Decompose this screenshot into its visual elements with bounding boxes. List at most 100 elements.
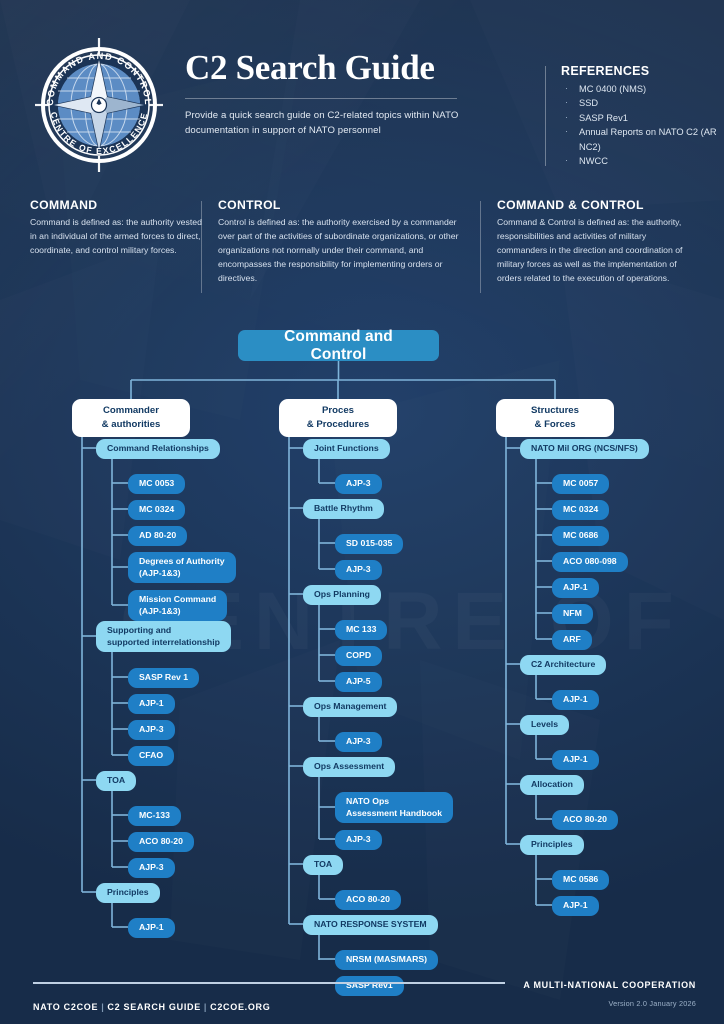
bullet-icon: · — [565, 111, 568, 122]
c2coe-logo: COMMAND AND CONTROL CENTRE OF EXCELLENCE — [33, 36, 165, 174]
definition-control: CONTROL Control is defined as: the autho… — [201, 198, 468, 294]
footer-doc: C2 SEARCH GUIDE — [107, 1002, 201, 1012]
tree-leaf-node[interactable]: MC-133 — [128, 806, 181, 826]
definition-body: Command is defined as: the authority ves… — [30, 217, 202, 256]
page-subtitle: Provide a quick search guide on C2-relat… — [185, 110, 459, 136]
tree-leaf-node[interactable]: CFAO — [128, 746, 175, 766]
tree-group-label[interactable]: Joint Functions — [303, 439, 390, 459]
tree-leaf-node[interactable]: SASP Rev1 — [335, 976, 404, 996]
tree-leaf-node[interactable]: AJP-1 — [552, 690, 599, 710]
definition-body: Command & Control is defined as: the aut… — [497, 217, 683, 284]
tree-branch-1[interactable]: Commander & authorities — [72, 399, 190, 437]
tree-leaf-node[interactable]: ACO 080-098 — [552, 552, 628, 572]
tree-leaf-node[interactable]: AJP-3 — [335, 560, 382, 580]
bullet-icon: · — [565, 155, 568, 166]
tree-branch-2[interactable]: Proces & Procedures — [279, 399, 397, 437]
tree-leaf-node[interactable]: ACO 80-20 — [552, 810, 618, 830]
tree-leaf-node[interactable]: SASP Rev 1 — [128, 668, 200, 688]
footer-cooperation: A MULTI-NATIONAL COOPERATION — [523, 980, 696, 990]
tree-root-node[interactable]: Command and Control — [238, 328, 439, 363]
tree-leaf-node[interactable]: MC 133 — [335, 620, 388, 640]
definition-heading: COMMAND & CONTROL — [497, 198, 644, 212]
tree-leaf-node[interactable]: AJP-3 — [335, 732, 382, 752]
tree-leaf-node[interactable]: AJP-5 — [335, 672, 382, 692]
footer-version: Version 2.0 January 2026 — [608, 999, 696, 1008]
tree-group-label[interactable]: Ops Management — [303, 697, 398, 717]
title-divider — [185, 98, 457, 99]
reference-item: · NWCC — [565, 155, 608, 167]
definition-heading: COMMAND — [30, 198, 98, 212]
tree-group-label[interactable]: Ops Assessment — [303, 757, 396, 777]
reference-item: · Annual Reports on NATO C2 (AR NC2) — [565, 126, 717, 152]
tree-group-label[interactable]: NATO RESPONSE SYSTEM — [303, 915, 438, 935]
page-footer: NATO C2COE | C2 SEARCH GUIDE | C2COE.ORG A M… — [0, 963, 724, 1024]
footer-meta: A MULTI-NATIONAL COOPERATION Version 2.0… — [523, 980, 696, 1008]
footer-separator: | — [101, 1002, 105, 1012]
tree-group-label[interactable]: TOA — [96, 771, 137, 791]
tree-leaf-node[interactable]: MC 0324 — [128, 500, 186, 520]
tree-leaf-node[interactable]: AJP-3 — [335, 474, 382, 494]
definition-heading: CONTROL — [218, 198, 281, 212]
footer-separator: | — [203, 1002, 208, 1012]
c2-tree-diagram: Command and Control Commander & authorit… — [0, 328, 724, 996]
tree-leaf-node[interactable]: ACO 80-20 — [335, 890, 401, 910]
references-title: REFERENCES — [561, 64, 650, 78]
references-list: · MC 0400 (NMS) · SSD · SASP Rev1 · Annual R… — [561, 82, 720, 168]
tree-leaf-node[interactable]: MC 0057 — [552, 474, 610, 494]
tree-group-label[interactable]: Allocation — [520, 775, 584, 795]
tree-leaf-node[interactable]: AD 80-20 — [128, 526, 188, 546]
tree-leaf-node[interactable]: AJP-1 — [128, 694, 175, 714]
tree-group-label[interactable]: C2 Architecture — [520, 655, 607, 675]
footer-org: NATO C2COE — [33, 1002, 99, 1012]
reference-item: · SSD — [565, 97, 599, 109]
nato-compass-star — [53, 59, 145, 151]
tree-group-label[interactable]: Ops Planning — [303, 585, 381, 605]
tree-leaf-node[interactable]: Mission Command (AJP-1&3) — [128, 590, 228, 622]
tree-leaf-node[interactable]: AJP-3 — [128, 720, 175, 740]
tree-group-label[interactable]: Supporting and supported interrelationsh… — [96, 621, 231, 653]
definitions-section: COMMAND Command is defined as: the autho… — [0, 198, 724, 308]
tree-leaf-node[interactable]: MC 0686 — [552, 526, 610, 546]
tree-leaf-node[interactable]: AJP-1 — [128, 918, 175, 938]
tree-leaf-node[interactable]: AJP-1 — [552, 750, 599, 770]
tree-leaf-node[interactable]: SD 015-035 — [335, 534, 404, 554]
page-header: COMMAND AND CONTROL CENTRE OF EXCELLENCE… — [0, 0, 724, 185]
tree-group-label[interactable]: Command Relationships — [96, 439, 220, 459]
tree-leaf-node[interactable]: COPD — [335, 646, 383, 666]
tree-group-label[interactable]: Principles — [520, 835, 584, 855]
tree-group-label[interactable]: Principles — [96, 883, 160, 903]
bullet-icon: · — [565, 126, 568, 137]
tree-branch-3[interactable]: Structures & Forces — [496, 399, 614, 437]
tree-leaf-node[interactable]: ARF — [552, 630, 592, 650]
footer-url[interactable]: C2COE.ORG — [210, 1002, 271, 1012]
tree-leaf-node[interactable]: MC 0324 — [552, 500, 610, 520]
definition-command: COMMAND Command is defined as: the autho… — [30, 198, 205, 257]
footer-divider — [33, 982, 505, 984]
page-title: C2 Search Guide — [185, 48, 435, 87]
title-block: C2 Search Guide Provide a quick search g… — [185, 50, 475, 139]
tree-leaf-node[interactable]: AJP-1 — [552, 896, 599, 916]
tree-group-label[interactable]: TOA — [303, 855, 344, 875]
tree-leaf-node[interactable]: NATO Ops Assessment Handbook — [335, 792, 454, 824]
tree-leaf-node[interactable]: MC 0053 — [128, 474, 186, 494]
tree-leaf-node[interactable]: NFM — [552, 604, 593, 624]
tree-leaf-node[interactable]: AJP-3 — [335, 830, 382, 850]
references-panel: REFERENCES · MC 0400 (NMS) · SSD · SASP Rev… — [545, 64, 720, 168]
definition-body: Control is defined as: the authority exe… — [218, 217, 459, 284]
tree-leaf-node[interactable]: AJP-3 — [128, 858, 175, 878]
tree-group-label[interactable]: NATO Mil ORG (NCS/NFS) — [520, 439, 649, 459]
footer-branding: NATO C2COE | C2 SEARCH GUIDE | C2COE.ORG — [33, 1002, 270, 1012]
bullet-icon: · — [565, 97, 568, 108]
tree-leaf-node[interactable]: Degrees of Authority (AJP-1&3) — [128, 552, 236, 584]
definition-command-and-control: COMMAND & CONTROL Command & Control is d… — [480, 198, 697, 294]
tree-group-label[interactable]: Battle Rhythm — [303, 499, 384, 519]
tree-leaf-node[interactable]: ACO 80-20 — [128, 832, 194, 852]
tree-leaf-node[interactable]: AJP-1 — [552, 578, 599, 598]
reference-item: · MC 0400 (NMS) — [565, 83, 647, 94]
tree-group-label[interactable]: Levels — [520, 715, 570, 735]
tree-leaf-node[interactable]: MC 0586 — [552, 870, 610, 890]
reference-item: · SASP Rev1 — [565, 111, 628, 123]
bullet-icon: · — [565, 83, 568, 93]
tree-leaf-node[interactable]: NRSM (MAS/MARS) — [335, 950, 439, 970]
